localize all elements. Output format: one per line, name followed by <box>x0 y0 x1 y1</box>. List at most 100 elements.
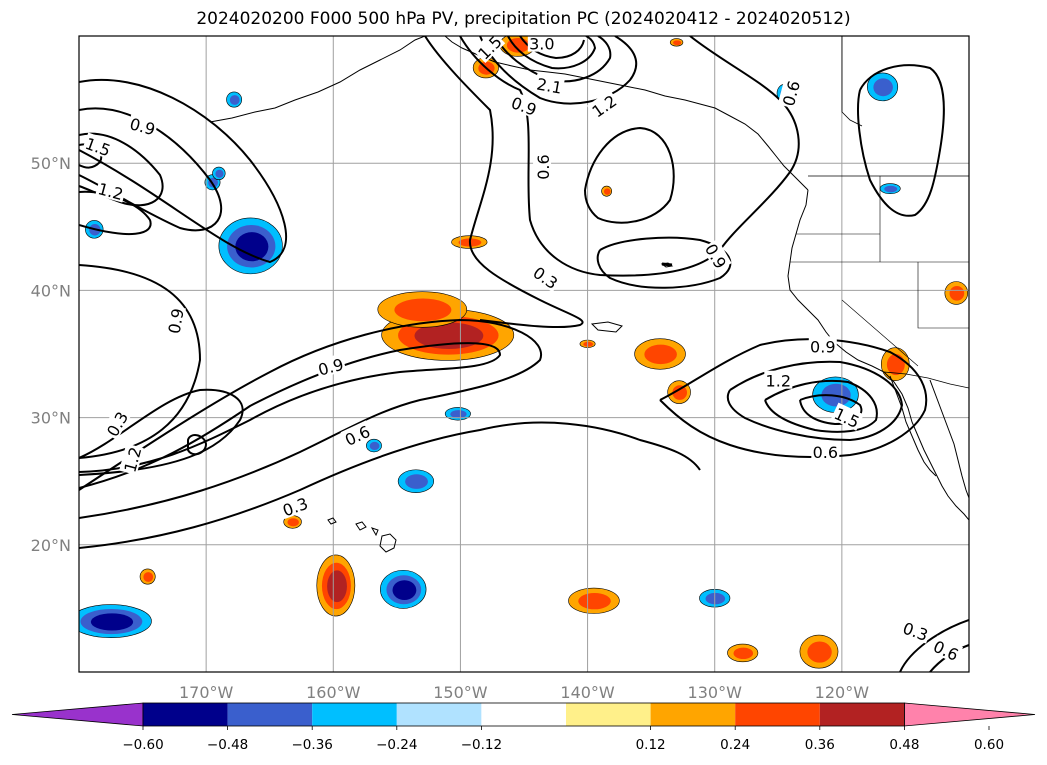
colorbar-tick-label-2: −0.36 <box>292 737 333 753</box>
lat-label-1: 30°N <box>31 409 71 428</box>
hawaii-islands <box>327 517 397 553</box>
pv-label-bg-5 <box>119 443 144 476</box>
pv-contour-labels: 0.91.51.20.90.31.20.90.60.33.02.11.51.20… <box>82 36 964 665</box>
pv-label-bg-19 <box>808 336 837 355</box>
lon-label-5: 120°W <box>815 683 870 702</box>
colorbar-tick-label-9: 0.60 <box>974 737 1004 753</box>
precip-blob-3-level-2 <box>392 580 417 601</box>
precip-blob-28-level-1 <box>603 188 611 195</box>
pv-label-bg-9 <box>527 36 556 52</box>
precip-blob-8 <box>634 338 686 370</box>
lon-label-2: 150°W <box>433 683 488 702</box>
coastline-gulf-california <box>929 379 969 499</box>
colorbar-segment-0 <box>143 703 228 726</box>
pv-contour-se-1 <box>899 619 969 672</box>
pv-contour-north-8 <box>596 236 732 289</box>
colorbar-segment-6 <box>650 703 736 726</box>
coastline-baja <box>889 375 937 477</box>
precipitation-layer <box>79 36 969 669</box>
precip-blob-1-level-1 <box>394 298 452 322</box>
precip-blob-14-level-1 <box>949 286 965 301</box>
pv-label-bg-15 <box>529 261 563 293</box>
precip-blob-27 <box>226 91 243 108</box>
precip-blob-16-level-1 <box>705 592 726 605</box>
precip-blob-12 <box>727 643 759 663</box>
precip-blob-18 <box>879 183 901 195</box>
pv-label-bg-8 <box>278 492 312 519</box>
map-frame <box>78 35 970 673</box>
precip-blob-15-level-1 <box>405 474 428 489</box>
precip-blob-2 <box>316 554 356 617</box>
pv-contour-ne-1 <box>857 64 945 217</box>
precip-blob-29-level-1 <box>583 341 594 347</box>
precip-blob-26 <box>366 438 382 453</box>
precip-blob-18-level-1 <box>884 185 898 193</box>
precip-blob-28 <box>601 185 613 197</box>
colorbar-tick-label-7: 0.36 <box>805 737 835 753</box>
pv-label-bg-20 <box>830 402 864 431</box>
pv-contour-north-3 <box>479 36 638 105</box>
colorbar-segment-7 <box>735 703 820 726</box>
precip-blob-32-level-1 <box>673 40 682 46</box>
political-borders <box>790 36 969 389</box>
precip-blob-32 <box>669 38 684 47</box>
precip-blob-9-level-1 <box>672 385 688 400</box>
latitude-labels: 20°N 30°N 40°N 50°N <box>31 154 71 555</box>
pv-label-bg-17 <box>777 77 803 109</box>
pv-label-21: 0.6 <box>813 443 838 462</box>
precip-blob-4 <box>79 604 152 638</box>
map-area: 0.91.51.20.90.31.20.90.60.33.02.11.51.20… <box>79 36 969 672</box>
colorbar-segment-4 <box>481 703 566 726</box>
lat-label-3: 50°N <box>31 154 71 173</box>
lat-label-2: 40°N <box>31 281 71 300</box>
pv-label-bg-3 <box>163 305 186 337</box>
colorbar-tick-label-0: −0.60 <box>122 737 163 753</box>
pv-label-bg-0 <box>126 113 159 138</box>
pv-contour-west-6 <box>79 264 202 459</box>
colorbar-segment-2 <box>312 703 397 726</box>
precip-blob-11-level-1 <box>807 641 832 663</box>
pv-label-bg-7 <box>340 420 374 449</box>
border-alaska-canada <box>841 36 863 127</box>
colorbar-segment-5 <box>566 703 651 726</box>
pv-label-bg-10 <box>534 73 565 96</box>
pv-contour-north-1 <box>424 36 584 329</box>
pv-contour-small-dot <box>661 262 673 267</box>
pv-contour-north-5 <box>507 36 597 70</box>
precip-blob-24 <box>139 568 156 585</box>
pv-label-bg-12 <box>586 89 621 121</box>
pv-label-bg-18 <box>764 370 793 389</box>
pv-contour-east-2 <box>726 360 904 442</box>
precip-blob-25 <box>444 407 471 421</box>
island-small-1 <box>590 321 623 333</box>
pv-label-bg-22 <box>899 617 933 644</box>
colorbar-extend-high <box>904 702 1036 727</box>
precip-blob-9 <box>667 380 691 404</box>
pv-label-3: 0.9 <box>165 307 188 335</box>
precip-blob-26-level-1 <box>369 441 380 451</box>
precip-blob-17 <box>866 72 899 102</box>
colorbar-tick-label-1: −0.48 <box>207 737 248 753</box>
pv-contour-ring <box>187 434 208 456</box>
pv-contour-jet-1 <box>79 421 701 549</box>
pv-label-10: 2.1 <box>535 75 563 98</box>
pv-label-bg-21 <box>811 441 840 460</box>
precip-blob-13-level-1 <box>886 353 905 376</box>
precip-blob-10 <box>568 587 620 614</box>
precip-blob-12-level-1 <box>733 647 754 660</box>
border-us-mexico <box>883 371 969 389</box>
pv-label-bg-23 <box>930 635 964 664</box>
pv-contour-north-7 <box>584 126 675 224</box>
precip-blob-30-level-1 <box>215 169 224 178</box>
lon-label-0: 170°W <box>179 683 234 702</box>
pv-label-14: 0.6 <box>534 154 553 179</box>
map-title: 2024020200 F000 500 hPa PV, precipitatio… <box>196 9 851 29</box>
pv-contour-west-1 <box>79 78 287 264</box>
precip-blob-1 <box>377 291 468 328</box>
precip-blob-3 <box>380 569 427 609</box>
precip-blob-17-level-1 <box>873 78 893 97</box>
colorbar-segment-8 <box>819 703 905 726</box>
pv-contour-jet-4 <box>79 388 244 476</box>
lon-label-3: 140°W <box>560 683 615 702</box>
